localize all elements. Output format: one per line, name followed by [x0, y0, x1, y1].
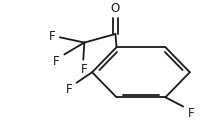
Text: O: O — [111, 2, 120, 14]
Text: F: F — [48, 30, 55, 43]
Text: F: F — [80, 63, 87, 76]
Text: F: F — [66, 83, 73, 96]
Text: F: F — [188, 107, 195, 120]
Text: F: F — [53, 55, 59, 68]
